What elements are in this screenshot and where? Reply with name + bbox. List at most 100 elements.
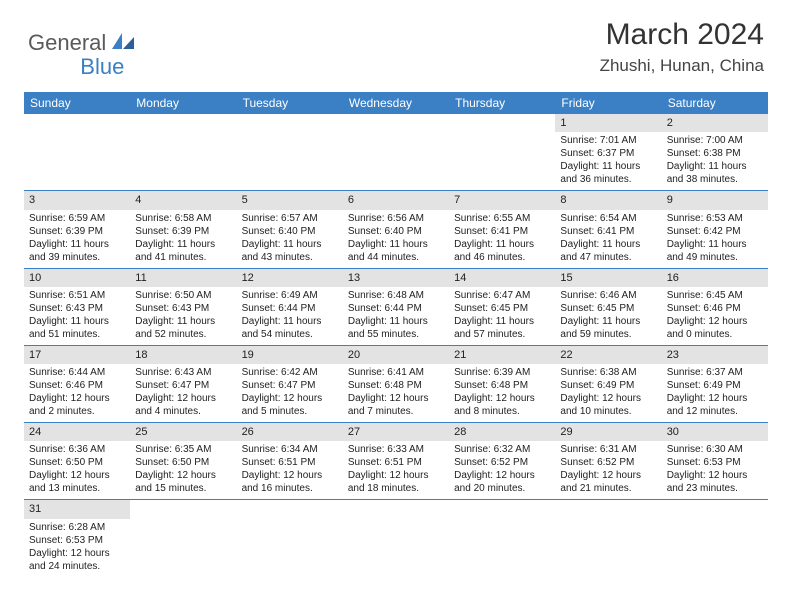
daylight-text-1: Daylight: 11 hours: [242, 315, 338, 328]
sunset-text: Sunset: 6:41 PM: [560, 225, 656, 238]
sunset-text: Sunset: 6:49 PM: [667, 379, 763, 392]
sunrise-text: Sunrise: 6:42 AM: [242, 366, 338, 379]
sunrise-text: Sunrise: 6:55 AM: [454, 212, 550, 225]
day-number: 19: [237, 346, 343, 364]
day-number: 8: [555, 191, 661, 209]
logo-sail-icon: [110, 31, 136, 56]
week-row: 1Sunrise: 7:01 AMSunset: 6:37 PMDaylight…: [24, 114, 768, 191]
sunset-text: Sunset: 6:48 PM: [454, 379, 550, 392]
daylight-text-2: and 20 minutes.: [454, 482, 550, 495]
calendar: SundayMondayTuesdayWednesdayThursdayFrid…: [24, 92, 768, 577]
daylight-text-2: and 54 minutes.: [242, 328, 338, 341]
day-cell: 20Sunrise: 6:41 AMSunset: 6:48 PMDayligh…: [343, 346, 449, 422]
day-number: 23: [662, 346, 768, 364]
daylight-text-2: and 4 minutes.: [135, 405, 231, 418]
sunrise-text: Sunrise: 6:44 AM: [29, 366, 125, 379]
day-number: 6: [343, 191, 449, 209]
daylight-text-1: Daylight: 11 hours: [348, 238, 444, 251]
week-row: 3Sunrise: 6:59 AMSunset: 6:39 PMDaylight…: [24, 191, 768, 268]
daylight-text-2: and 43 minutes.: [242, 251, 338, 264]
sunrise-text: Sunrise: 6:48 AM: [348, 289, 444, 302]
day-header-thursday: Thursday: [449, 92, 555, 114]
empty-cell: [130, 114, 236, 190]
daylight-text-2: and 49 minutes.: [667, 251, 763, 264]
sunset-text: Sunset: 6:52 PM: [560, 456, 656, 469]
sunset-text: Sunset: 6:44 PM: [242, 302, 338, 315]
day-cell: 14Sunrise: 6:47 AMSunset: 6:45 PMDayligh…: [449, 269, 555, 345]
day-cell: 7Sunrise: 6:55 AMSunset: 6:41 PMDaylight…: [449, 191, 555, 267]
day-cell: 13Sunrise: 6:48 AMSunset: 6:44 PMDayligh…: [343, 269, 449, 345]
empty-cell: [662, 500, 768, 576]
daylight-text-1: Daylight: 11 hours: [29, 238, 125, 251]
daylight-text-1: Daylight: 12 hours: [560, 469, 656, 482]
day-cell: 5Sunrise: 6:57 AMSunset: 6:40 PMDaylight…: [237, 191, 343, 267]
day-number: 11: [130, 269, 236, 287]
daylight-text-1: Daylight: 12 hours: [29, 469, 125, 482]
day-cell: 1Sunrise: 7:01 AMSunset: 6:37 PMDaylight…: [555, 114, 661, 190]
daylight-text-1: Daylight: 11 hours: [135, 315, 231, 328]
daylight-text-2: and 52 minutes.: [135, 328, 231, 341]
sunset-text: Sunset: 6:39 PM: [135, 225, 231, 238]
day-cell: 15Sunrise: 6:46 AMSunset: 6:45 PMDayligh…: [555, 269, 661, 345]
sunrise-text: Sunrise: 6:28 AM: [29, 521, 125, 534]
sunset-text: Sunset: 6:38 PM: [667, 147, 763, 160]
day-number: 25: [130, 423, 236, 441]
empty-cell: [343, 500, 449, 576]
sunrise-text: Sunrise: 6:51 AM: [29, 289, 125, 302]
daylight-text-1: Daylight: 11 hours: [135, 238, 231, 251]
sunrise-text: Sunrise: 6:47 AM: [454, 289, 550, 302]
week-row: 24Sunrise: 6:36 AMSunset: 6:50 PMDayligh…: [24, 423, 768, 500]
day-number: 3: [24, 191, 130, 209]
empty-cell: [130, 500, 236, 576]
daylight-text-2: and 8 minutes.: [454, 405, 550, 418]
day-number: 16: [662, 269, 768, 287]
daylight-text-1: Daylight: 11 hours: [29, 315, 125, 328]
sunrise-text: Sunrise: 6:54 AM: [560, 212, 656, 225]
sunrise-text: Sunrise: 6:59 AM: [29, 212, 125, 225]
sunrise-text: Sunrise: 6:32 AM: [454, 443, 550, 456]
daylight-text-1: Daylight: 11 hours: [560, 160, 656, 173]
daylight-text-1: Daylight: 11 hours: [560, 238, 656, 251]
sunset-text: Sunset: 6:52 PM: [454, 456, 550, 469]
day-cell: 11Sunrise: 6:50 AMSunset: 6:43 PMDayligh…: [130, 269, 236, 345]
daylight-text-2: and 10 minutes.: [560, 405, 656, 418]
location-label: Zhushi, Hunan, China: [600, 56, 764, 76]
sunset-text: Sunset: 6:47 PM: [242, 379, 338, 392]
day-number: 24: [24, 423, 130, 441]
daylight-text-2: and 16 minutes.: [242, 482, 338, 495]
sunset-text: Sunset: 6:40 PM: [348, 225, 444, 238]
day-header-row: SundayMondayTuesdayWednesdayThursdayFrid…: [24, 92, 768, 114]
sunrise-text: Sunrise: 6:36 AM: [29, 443, 125, 456]
day-cell: 4Sunrise: 6:58 AMSunset: 6:39 PMDaylight…: [130, 191, 236, 267]
empty-cell: [237, 114, 343, 190]
day-number: 4: [130, 191, 236, 209]
day-cell: 12Sunrise: 6:49 AMSunset: 6:44 PMDayligh…: [237, 269, 343, 345]
day-cell: 6Sunrise: 6:56 AMSunset: 6:40 PMDaylight…: [343, 191, 449, 267]
daylight-text-2: and 24 minutes.: [29, 560, 125, 573]
sunrise-text: Sunrise: 6:35 AM: [135, 443, 231, 456]
daylight-text-1: Daylight: 12 hours: [667, 392, 763, 405]
daylight-text-2: and 2 minutes.: [29, 405, 125, 418]
day-cell: 16Sunrise: 6:45 AMSunset: 6:46 PMDayligh…: [662, 269, 768, 345]
sunset-text: Sunset: 6:48 PM: [348, 379, 444, 392]
empty-cell: [449, 114, 555, 190]
logo: General Blue: [28, 18, 124, 68]
day-header-sunday: Sunday: [24, 92, 130, 114]
day-header-wednesday: Wednesday: [343, 92, 449, 114]
daylight-text-2: and 21 minutes.: [560, 482, 656, 495]
day-cell: 26Sunrise: 6:34 AMSunset: 6:51 PMDayligh…: [237, 423, 343, 499]
logo-text-general: General: [28, 30, 106, 56]
daylight-text-1: Daylight: 12 hours: [454, 469, 550, 482]
day-number: 5: [237, 191, 343, 209]
sunrise-text: Sunrise: 6:31 AM: [560, 443, 656, 456]
sunrise-text: Sunrise: 6:43 AM: [135, 366, 231, 379]
sunrise-text: Sunrise: 6:37 AM: [667, 366, 763, 379]
daylight-text-2: and 0 minutes.: [667, 328, 763, 341]
day-header-saturday: Saturday: [662, 92, 768, 114]
logo-text-blue: Blue: [80, 54, 124, 80]
daylight-text-1: Daylight: 11 hours: [454, 238, 550, 251]
day-number: 29: [555, 423, 661, 441]
daylight-text-2: and 44 minutes.: [348, 251, 444, 264]
day-number: 9: [662, 191, 768, 209]
day-number: 22: [555, 346, 661, 364]
